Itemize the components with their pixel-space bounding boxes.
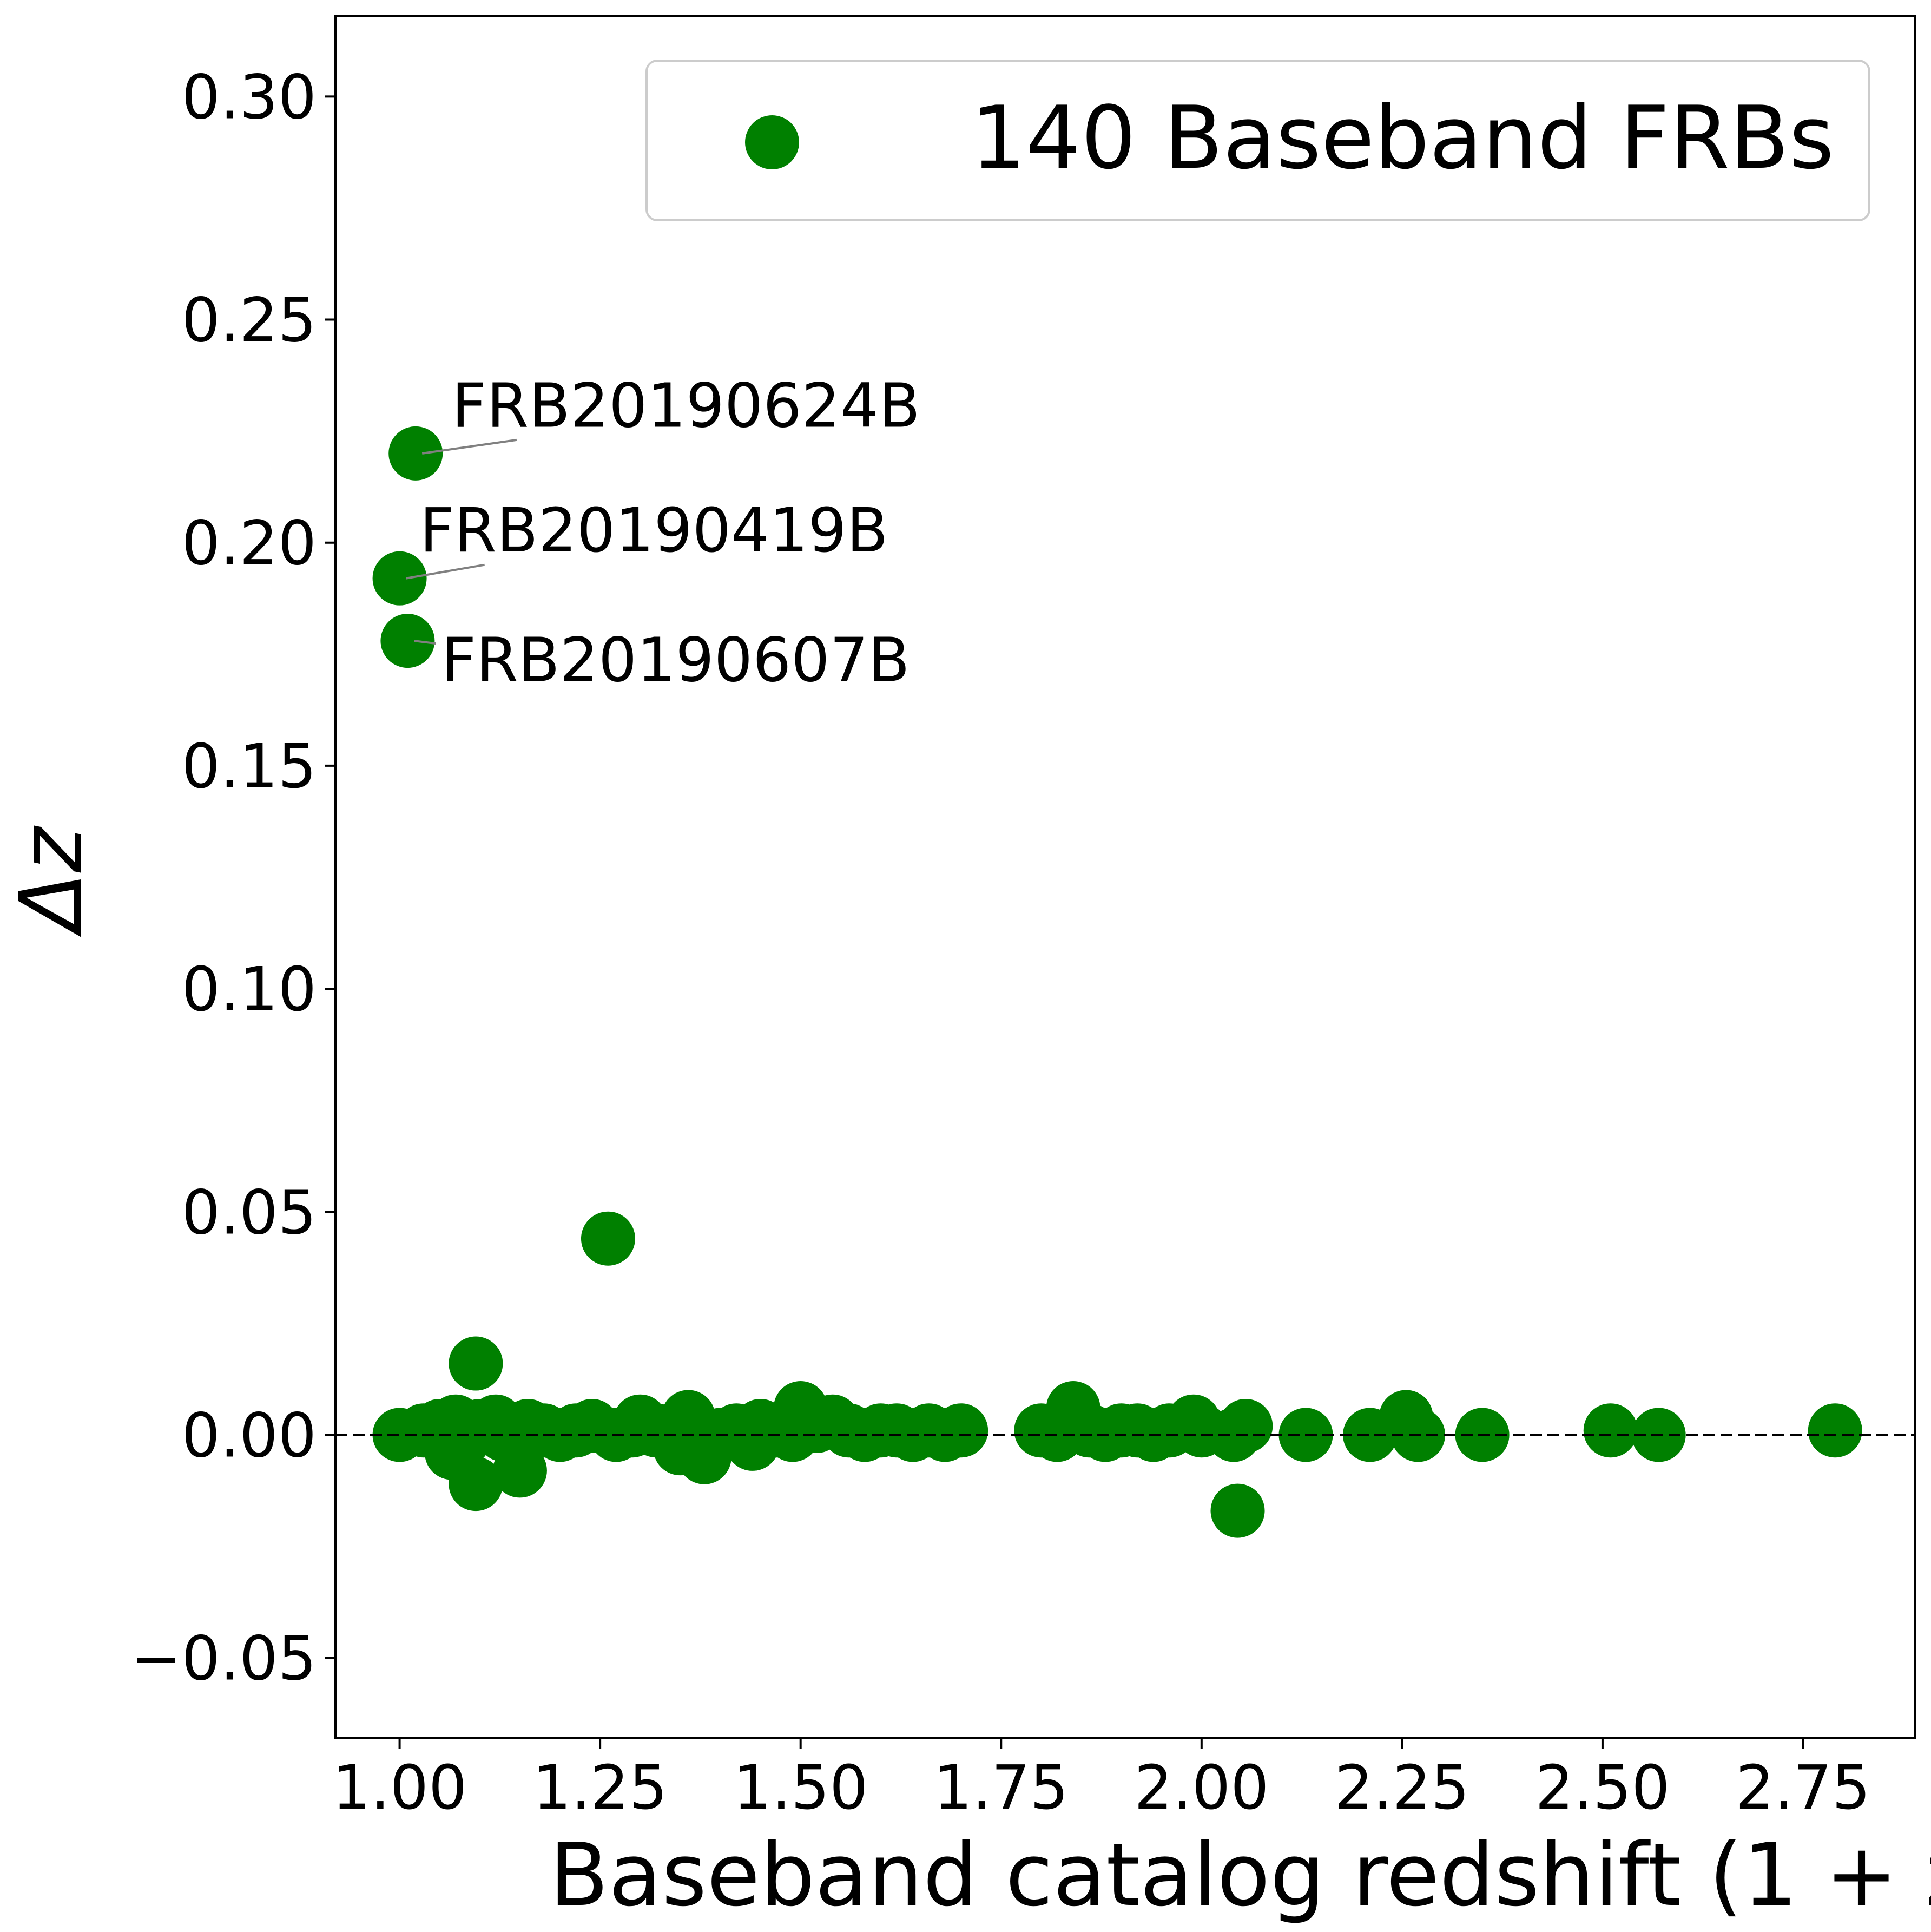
data-point [934,1403,988,1458]
y-axis-label: Δz [1,825,102,937]
legend-box [645,60,1870,221]
data-point [380,614,435,668]
data-point [1583,1403,1638,1458]
y-tick-label: −0.05 [131,1624,317,1694]
data-point [372,551,427,606]
y-tick-label: 0.10 [182,955,317,1025]
annotation-label: FRB20190419B [420,496,888,566]
data-point [1808,1403,1862,1458]
x-tick-label: 1.75 [934,1753,1069,1823]
data-point [388,426,443,481]
x-tick-label: 2.75 [1736,1753,1870,1823]
data-point [1218,1398,1273,1453]
legend: 140 Baseband FRBs [645,60,1870,221]
y-tick-label: 0.25 [182,286,317,356]
annotation-leader-line [414,640,436,645]
x-tick-label: 2.50 [1535,1753,1670,1823]
x-tick-label: 2.25 [1335,1753,1469,1823]
annotation-leader-line [406,563,485,580]
legend-label: 140 Baseband FRBs [971,87,1834,188]
annotation-leader-line [421,438,517,455]
x-tick-label: 1.25 [532,1753,667,1823]
y-tick-label: 0.15 [182,732,317,802]
y-tick-label: 0.30 [182,62,317,133]
y-axis-ticks: −0.05 0.00 0.05 0.10 0.15 0.20 0.25 0.30 [131,62,335,1694]
data-point [1210,1483,1265,1538]
data-point [581,1211,635,1266]
x-axis-label: Baseband catalog redshift (1 + z) [549,1824,1931,1926]
x-tick-label: 2.00 [1134,1753,1269,1823]
data-points [372,426,1862,1538]
data-point [449,1336,503,1391]
y-tick-label: 0.20 [182,509,317,579]
x-tick-label: 1.00 [332,1753,467,1823]
legend-marker [745,115,799,169]
plot-frame [334,15,1916,1739]
annotation-label: FRB20190607B [441,625,910,695]
annotations: FRB20190624B FRB20190419B FRB20190607B [406,371,920,695]
x-tick-label: 1.50 [733,1753,868,1823]
y-tick-label: 0.00 [182,1401,317,1471]
y-tick-label: 0.05 [182,1178,317,1248]
x-axis-ticks: 1.00 1.25 1.50 1.75 2.00 2.25 2.50 2.75 [332,1738,1870,1823]
annotation-label: FRB20190624B [452,371,920,441]
